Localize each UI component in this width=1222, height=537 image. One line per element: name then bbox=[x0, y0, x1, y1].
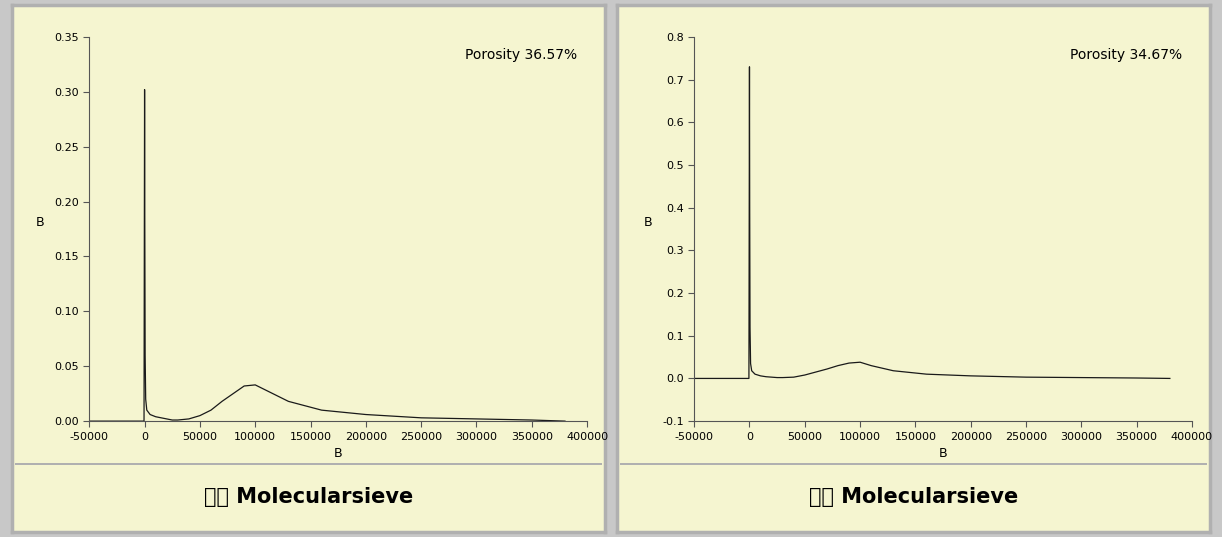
Y-axis label: B: B bbox=[644, 216, 653, 229]
Text: Porosity 36.57%: Porosity 36.57% bbox=[466, 48, 577, 62]
Text: Porosity 34.67%: Porosity 34.67% bbox=[1070, 48, 1182, 62]
X-axis label: B: B bbox=[334, 447, 342, 460]
Text: 외산 Molecularsieve: 외산 Molecularsieve bbox=[809, 488, 1018, 507]
X-axis label: B: B bbox=[938, 447, 947, 460]
Text: 국산 Molecularsieve: 국산 Molecularsieve bbox=[204, 488, 413, 507]
Y-axis label: B: B bbox=[35, 216, 44, 229]
